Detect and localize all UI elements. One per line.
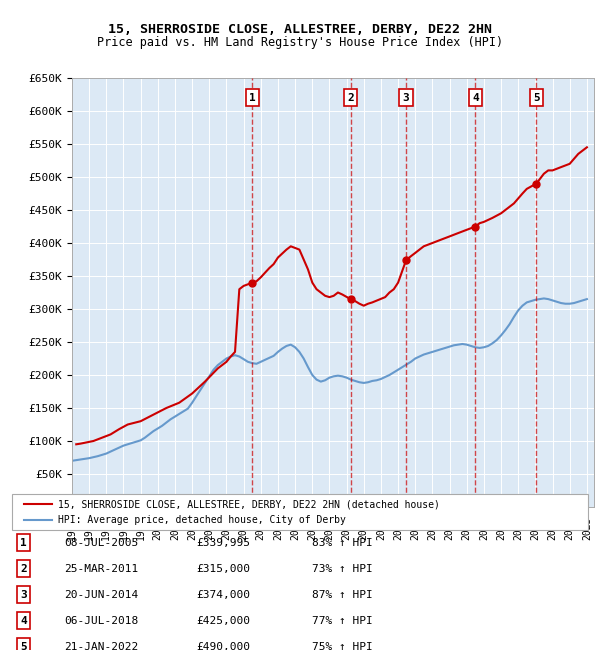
Text: £490,000: £490,000 [196,642,250,650]
Text: 73% ↑ HPI: 73% ↑ HPI [311,564,372,574]
Text: 4: 4 [20,616,27,626]
Text: 5: 5 [20,642,27,650]
Text: 75% ↑ HPI: 75% ↑ HPI [311,642,372,650]
Text: 3: 3 [20,590,27,600]
Text: 3: 3 [403,93,409,103]
Text: 83% ↑ HPI: 83% ↑ HPI [311,538,372,548]
Text: HPI: Average price, detached house, City of Derby: HPI: Average price, detached house, City… [58,515,346,525]
Text: 2: 2 [20,564,27,574]
Text: 25-MAR-2011: 25-MAR-2011 [64,564,138,574]
Text: 20-JUN-2014: 20-JUN-2014 [64,590,138,600]
Text: £425,000: £425,000 [196,616,250,626]
Text: 2: 2 [347,93,354,103]
Text: £374,000: £374,000 [196,590,250,600]
Text: £339,995: £339,995 [196,538,250,548]
Text: 4: 4 [472,93,479,103]
Text: 1: 1 [249,93,256,103]
Text: 06-JUL-2018: 06-JUL-2018 [64,616,138,626]
Text: 1: 1 [20,538,27,548]
FancyBboxPatch shape [12,494,588,530]
Text: 15, SHERROSIDE CLOSE, ALLESTREE, DERBY, DE22 2HN (detached house): 15, SHERROSIDE CLOSE, ALLESTREE, DERBY, … [58,499,440,509]
Text: 87% ↑ HPI: 87% ↑ HPI [311,590,372,600]
Text: 15, SHERROSIDE CLOSE, ALLESTREE, DERBY, DE22 2HN: 15, SHERROSIDE CLOSE, ALLESTREE, DERBY, … [108,23,492,36]
Text: 77% ↑ HPI: 77% ↑ HPI [311,616,372,626]
Text: 08-JUL-2005: 08-JUL-2005 [64,538,138,548]
Text: 21-JAN-2022: 21-JAN-2022 [64,642,138,650]
Text: 5: 5 [533,93,540,103]
Text: Price paid vs. HM Land Registry's House Price Index (HPI): Price paid vs. HM Land Registry's House … [97,36,503,49]
Text: £315,000: £315,000 [196,564,250,574]
